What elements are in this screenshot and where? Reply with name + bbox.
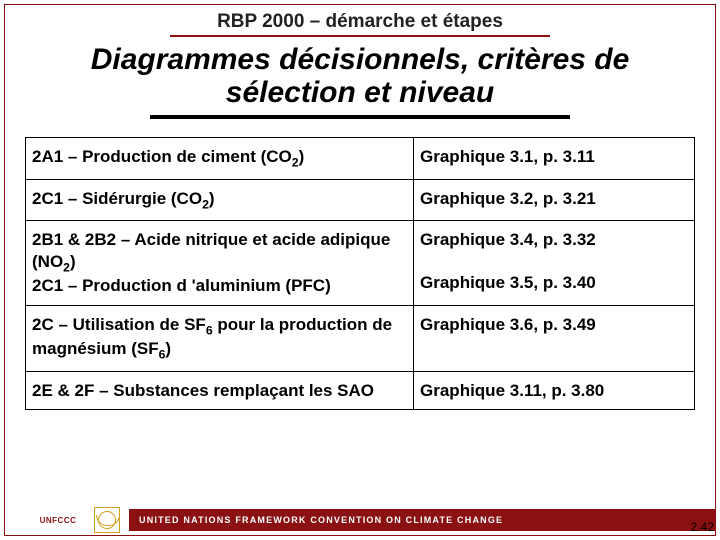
table-cell-right: Graphique 3.2, p. 3.21 <box>414 179 695 221</box>
header-label: RBP 2000 – démarche et étapes <box>5 5 715 33</box>
table-cell-right: Graphique 3.1, p. 3.11 <box>414 138 695 180</box>
title-line-2: sélection et niveau <box>226 76 494 109</box>
un-emblem-icon <box>98 511 116 529</box>
unfccc-logo: UNFCCC <box>37 512 79 528</box>
page-title: Diagrammes décisionnels, critères de sél… <box>5 37 715 111</box>
page-number: 2.42 <box>691 520 714 534</box>
table-cell-right: Graphique 3.6, p. 3.49 <box>414 305 695 371</box>
reference-table: 2A1 – Production de ciment (CO2)Graphiqu… <box>25 137 695 410</box>
un-emblem-box <box>94 507 120 533</box>
table-cell-left: 2E & 2F – Substances remplaçant les SAO <box>26 371 414 409</box>
table-container: 2A1 – Production de ciment (CO2)Graphiqu… <box>5 119 715 410</box>
footer-bar: UNITED NATIONS FRAMEWORK CONVENTION ON C… <box>129 509 715 531</box>
table-row: 2B1 & 2B2 – Acide nitrique et acide adip… <box>26 221 695 305</box>
table-row: 2A1 – Production de ciment (CO2)Graphiqu… <box>26 138 695 180</box>
table-row: 2C1 – Sidérurgie (CO2)Graphique 3.2, p. … <box>26 179 695 221</box>
table-cell-left: 2A1 – Production de ciment (CO2) <box>26 138 414 180</box>
table-row: 2C – Utilisation de SF6 pour la producti… <box>26 305 695 371</box>
title-line-1: Diagrammes décisionnels, critères de <box>91 43 630 76</box>
table-cell-left: 2C – Utilisation de SF6 pour la producti… <box>26 305 414 371</box>
table-cell-left: 2C1 – Sidérurgie (CO2) <box>26 179 414 221</box>
table-cell-right: Graphique 3.11, p. 3.80 <box>414 371 695 409</box>
table-cell-right: Graphique 3.4, p. 3.32Graphique 3.5, p. … <box>414 221 695 305</box>
table-row: 2E & 2F – Substances remplaçant les SAOG… <box>26 371 695 409</box>
footer: UNFCCC UNITED NATIONS FRAMEWORK CONVENTI… <box>9 509 715 531</box>
slide-frame: RBP 2000 – démarche et étapes Diagrammes… <box>4 4 716 536</box>
table-cell-left: 2B1 & 2B2 – Acide nitrique et acide adip… <box>26 221 414 305</box>
